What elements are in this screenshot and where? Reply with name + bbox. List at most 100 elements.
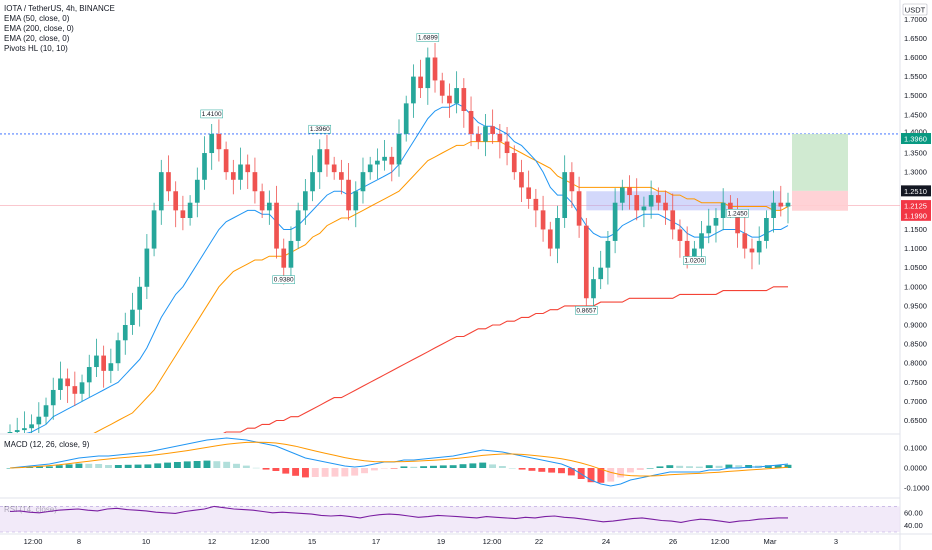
candle-body[interactable]: [655, 195, 661, 203]
candle-body[interactable]: [547, 229, 553, 249]
tag-target-bg[interactable]: [901, 126, 931, 138]
candle-body[interactable]: [706, 225, 712, 234]
candle-body[interactable]: [115, 340, 121, 364]
indicator-ema20[interactable]: EMA (20, close, 0): [4, 34, 70, 43]
candle-body[interactable]: [677, 229, 683, 241]
candle-body[interactable]: [490, 126, 495, 134]
position-target-area[interactable]: [792, 133, 848, 191]
candle-body[interactable]: [785, 202, 791, 207]
candle-body[interactable]: [461, 88, 467, 111]
candle-body[interactable]: [151, 210, 157, 249]
candle-body[interactable]: [742, 233, 748, 249]
candle-body[interactable]: [158, 172, 164, 211]
candle-body[interactable]: [108, 363, 114, 371]
indicator-ema200[interactable]: EMA (200, close, 0): [4, 24, 74, 33]
candle-body[interactable]: [144, 248, 150, 287]
candle-body[interactable]: [583, 225, 589, 299]
candle-body[interactable]: [130, 309, 135, 325]
candle-body[interactable]: [555, 218, 560, 249]
candle-body[interactable]: [122, 325, 128, 341]
candle-body[interactable]: [425, 57, 431, 89]
candle-body[interactable]: [447, 95, 452, 104]
candle-body[interactable]: [403, 103, 409, 134]
candle-body[interactable]: [562, 172, 568, 218]
candle-body[interactable]: [454, 88, 459, 104]
candle-body[interactable]: [382, 156, 387, 161]
indicator-pivots[interactable]: Pivots HL (10, 10): [4, 44, 68, 53]
candle-body[interactable]: [778, 202, 784, 207]
candle-body[interactable]: [533, 198, 539, 211]
candle-body[interactable]: [627, 187, 632, 196]
candle-body[interactable]: [526, 187, 532, 199]
tag-stop-bg[interactable]: [901, 209, 931, 221]
candle-body[interactable]: [288, 240, 294, 268]
candle-body[interactable]: [137, 286, 143, 310]
candle-body[interactable]: [50, 389, 56, 406]
candle-body[interactable]: [684, 240, 690, 257]
candle-body[interactable]: [209, 133, 215, 154]
candle-body[interactable]: [598, 267, 604, 280]
candle-body[interactable]: [576, 191, 582, 226]
candle-body[interactable]: [202, 153, 207, 180]
candle-body[interactable]: [411, 76, 416, 104]
candle-body[interactable]: [605, 240, 611, 268]
candle-body[interactable]: [418, 76, 423, 89]
candle-body[interactable]: [497, 133, 503, 142]
macd-title[interactable]: MACD (12, 26, close, 9): [4, 440, 90, 449]
candle-body[interactable]: [194, 179, 200, 203]
candle-body[interactable]: [764, 218, 769, 241]
candle-body[interactable]: [36, 416, 42, 425]
candle-body[interactable]: [749, 248, 755, 253]
candle-body[interactable]: [504, 141, 510, 154]
tag-1396-bg[interactable]: [901, 133, 931, 145]
candle-body[interactable]: [65, 378, 70, 387]
candle-body[interactable]: [303, 191, 308, 211]
candle-body[interactable]: [245, 164, 251, 173]
candle-body[interactable]: [641, 206, 647, 211]
candle-body[interactable]: [728, 202, 733, 211]
candle-body[interactable]: [310, 172, 315, 192]
candle-body[interactable]: [331, 164, 337, 173]
candle-body[interactable]: [346, 179, 351, 211]
candle-body[interactable]: [475, 133, 481, 142]
candle-body[interactable]: [619, 187, 625, 203]
candle-body[interactable]: [540, 210, 546, 230]
candle-body[interactable]: [101, 355, 106, 371]
candle-body[interactable]: [58, 378, 63, 390]
candle-body[interactable]: [180, 210, 186, 218]
candle-body[interactable]: [324, 149, 330, 165]
candle-body[interactable]: [72, 386, 78, 394]
candle-body[interactable]: [439, 80, 445, 96]
candle-body[interactable]: [612, 202, 618, 241]
candle-body[interactable]: [223, 149, 229, 173]
candle-body[interactable]: [94, 355, 99, 368]
candle-body[interactable]: [468, 111, 474, 134]
candle-body[interactable]: [281, 248, 287, 268]
candle-body[interactable]: [360, 172, 366, 192]
candle-body[interactable]: [692, 248, 697, 257]
candle-body[interactable]: [7, 432, 13, 434]
candle-body[interactable]: [29, 424, 34, 429]
candle-body[interactable]: [569, 172, 575, 192]
candle-body[interactable]: [511, 153, 517, 173]
candle-body[interactable]: [43, 405, 49, 417]
candle-body[interactable]: [432, 57, 438, 81]
candle-body[interactable]: [79, 382, 85, 394]
candle-body[interactable]: [14, 430, 20, 432]
candle-body[interactable]: [720, 202, 726, 218]
candle-body[interactable]: [317, 149, 323, 173]
candle-body[interactable]: [771, 202, 776, 218]
candle-body[interactable]: [252, 172, 258, 192]
candle-body[interactable]: [483, 126, 488, 142]
candle-body[interactable]: [389, 156, 395, 165]
tag-current-bg[interactable]: [901, 200, 931, 212]
position-stop-area[interactable]: [792, 190, 848, 211]
candle-body[interactable]: [699, 233, 704, 249]
currency-tag[interactable]: [902, 3, 928, 16]
tag-entry-bg[interactable]: [901, 185, 931, 197]
candle-body[interactable]: [396, 133, 402, 165]
candle-body[interactable]: [648, 195, 654, 207]
candle-body[interactable]: [634, 195, 640, 211]
candle-body[interactable]: [339, 172, 344, 180]
